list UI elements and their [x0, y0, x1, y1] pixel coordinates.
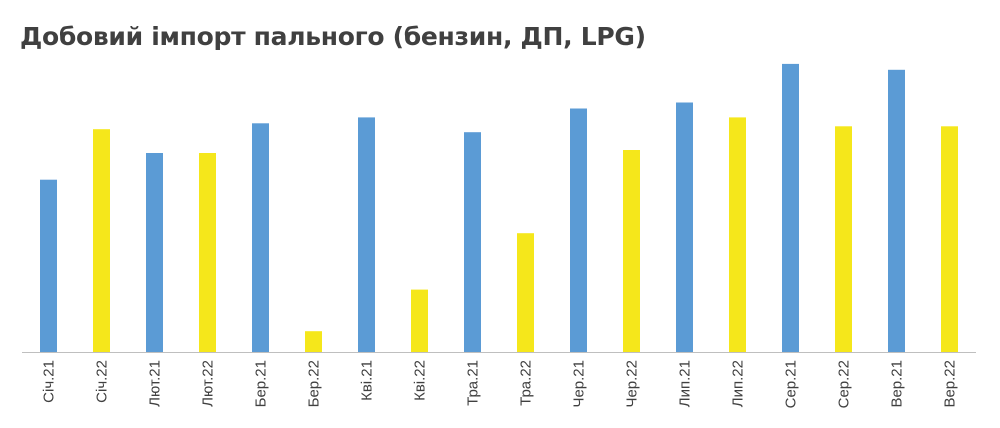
x-tick-label: Лют.21 — [147, 360, 164, 407]
bars-group — [40, 63, 958, 353]
x-tick-label: Бер.21 — [253, 360, 270, 407]
x-tick-label: Сер.22 — [836, 360, 853, 408]
x-tick-label: Лют.22 — [200, 360, 217, 407]
bar-Лют.21 — [146, 153, 163, 352]
bar-Лют.22 — [199, 153, 216, 352]
x-tick-label: Тра.22 — [518, 360, 535, 406]
bar-Тра.21 — [464, 132, 481, 352]
bar-Кві.22 — [411, 289, 428, 352]
x-tick-label: Кві.21 — [359, 360, 376, 401]
x-tick-label: Чер.21 — [571, 360, 588, 408]
bar-Тра.22 — [517, 233, 534, 352]
bar-Лип.22 — [729, 117, 746, 353]
bar-Вер.21 — [888, 69, 905, 353]
bar-Бер.21 — [252, 123, 269, 352]
x-tick-label: Лип.22 — [730, 360, 747, 407]
bar-Сер.22 — [835, 126, 852, 352]
x-tick-label: Тра.21 — [465, 360, 482, 406]
x-tick-labels: Січ.21 Січ.22 Лют.21 Лют.22 Бер.21 Бер.22 Кві.… — [41, 360, 959, 408]
x-tick-label: Січ.22 — [94, 360, 111, 403]
bar-Лип.21 — [676, 102, 693, 352]
bar-Січ.22 — [93, 129, 110, 352]
x-tick-label: Січ.21 — [41, 360, 58, 403]
x-tick-label: Вер.22 — [942, 360, 959, 408]
bar-Січ.21 — [40, 179, 57, 352]
bar-Кві.21 — [358, 117, 375, 353]
bar-Чер.21 — [570, 108, 587, 352]
x-tick-label: Лип.21 — [677, 360, 694, 407]
chart-title: Добовий імпорт пального (бензин, ДП, LPG… — [20, 22, 646, 51]
x-tick-label: Сер.21 — [783, 360, 800, 408]
bar-Чер.22 — [623, 150, 640, 352]
bar-Бер.22 — [305, 331, 322, 352]
bar-Сер.21 — [782, 63, 799, 353]
bar-Вер.22 — [941, 126, 958, 352]
x-tick-label: Чер.22 — [624, 360, 641, 408]
x-tick-label: Бер.22 — [306, 360, 323, 407]
x-tick-label: Вер.21 — [889, 360, 906, 408]
x-tick-label: Кві.22 — [412, 360, 429, 401]
